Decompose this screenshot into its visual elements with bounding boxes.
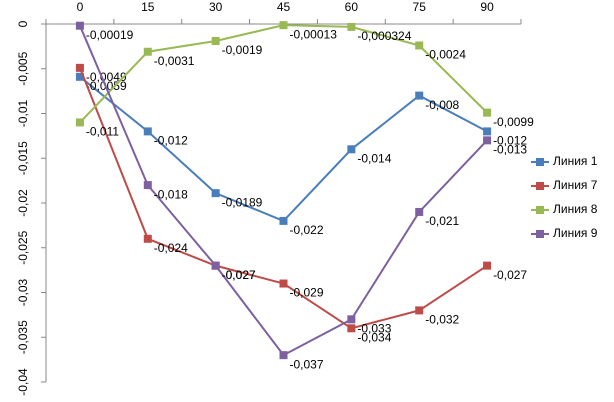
point-marker: [415, 91, 424, 100]
y-tick-label: 0: [16, 20, 30, 27]
data-label: -0,033: [357, 322, 391, 336]
point-marker: [143, 234, 152, 243]
data-label: -0,011: [86, 125, 119, 139]
y-tick-label: -0,025: [16, 230, 30, 264]
legend-label: Линия 1: [553, 154, 598, 168]
point-marker: [483, 108, 492, 117]
point-marker: [415, 306, 424, 315]
point-marker: [279, 216, 288, 225]
point-marker: [347, 315, 356, 324]
data-label: -0,013: [493, 143, 527, 157]
point-marker: [143, 47, 152, 56]
legend-label: Линия 8: [553, 202, 598, 216]
x-tick-label: 15: [141, 0, 155, 14]
point-marker: [483, 127, 492, 136]
point-marker: [211, 37, 220, 46]
point-marker: [75, 63, 84, 72]
data-label: -0,0024: [425, 48, 466, 62]
data-label: -0,0099: [493, 115, 534, 129]
data-label: -0,027: [222, 268, 256, 282]
legend-marker: [536, 230, 544, 238]
y-tick-label: -0,04: [16, 368, 30, 396]
point-marker: [347, 22, 356, 31]
x-tick-label: 30: [209, 0, 223, 14]
data-label: -0,00013: [290, 27, 338, 41]
point-marker: [143, 127, 152, 136]
data-label: -0,00019: [86, 28, 134, 42]
point-marker: [483, 261, 492, 270]
data-label: -0,000324: [357, 29, 411, 43]
data-label: -0,0049: [86, 70, 127, 84]
data-label: -0,024: [154, 241, 188, 255]
point-marker: [279, 21, 288, 30]
point-marker: [347, 324, 356, 333]
point-marker: [75, 118, 84, 127]
data-label: -0,018: [154, 187, 188, 201]
legend-marker: [536, 158, 544, 166]
data-label: -0,012: [154, 134, 188, 148]
y-tick-label: -0,005: [16, 51, 30, 85]
data-label: -0,0019: [222, 43, 263, 57]
point-marker: [279, 351, 288, 360]
y-tick-label: -0,015: [16, 141, 30, 175]
point-marker: [143, 181, 152, 190]
data-label: -0,021: [425, 214, 459, 228]
data-label: -0,034: [357, 330, 391, 344]
x-tick-label: 45: [277, 0, 291, 14]
data-label: -0,012: [493, 134, 527, 148]
point-marker: [415, 207, 424, 216]
y-tick-label: -0,02: [16, 189, 30, 217]
point-marker: [75, 21, 84, 30]
data-label: -0,014: [357, 151, 391, 165]
x-tick-label: 90: [480, 0, 494, 14]
data-label: -0,022: [290, 223, 324, 237]
point-marker: [75, 72, 84, 81]
x-tick-label: 0: [77, 0, 84, 14]
point-marker: [483, 136, 492, 145]
data-label: -0,008: [425, 98, 459, 112]
legend-label: Линия 9: [553, 226, 598, 240]
point-marker: [279, 279, 288, 288]
legend-marker: [536, 206, 544, 214]
data-label: -0,029: [290, 286, 324, 300]
legend-marker: [536, 182, 544, 190]
y-tick-label: -0,01: [16, 100, 30, 128]
point-marker: [347, 145, 356, 154]
legend-label: Линия 7: [553, 178, 598, 192]
x-tick-label: 75: [413, 0, 427, 14]
data-label: -0,037: [290, 357, 324, 371]
point-marker: [415, 41, 424, 50]
data-label: -0,032: [425, 313, 459, 327]
data-label: -0,027: [493, 268, 527, 282]
data-label: -0,027: [222, 268, 256, 282]
y-tick-label: -0,035: [16, 320, 30, 354]
y-tick-label: -0,03: [16, 279, 30, 307]
data-label: -0,0031: [154, 54, 195, 68]
x-tick-label: 60: [345, 0, 359, 14]
point-marker: [211, 261, 220, 270]
point-marker: [211, 189, 220, 198]
data-label: -0,0189: [222, 195, 263, 209]
